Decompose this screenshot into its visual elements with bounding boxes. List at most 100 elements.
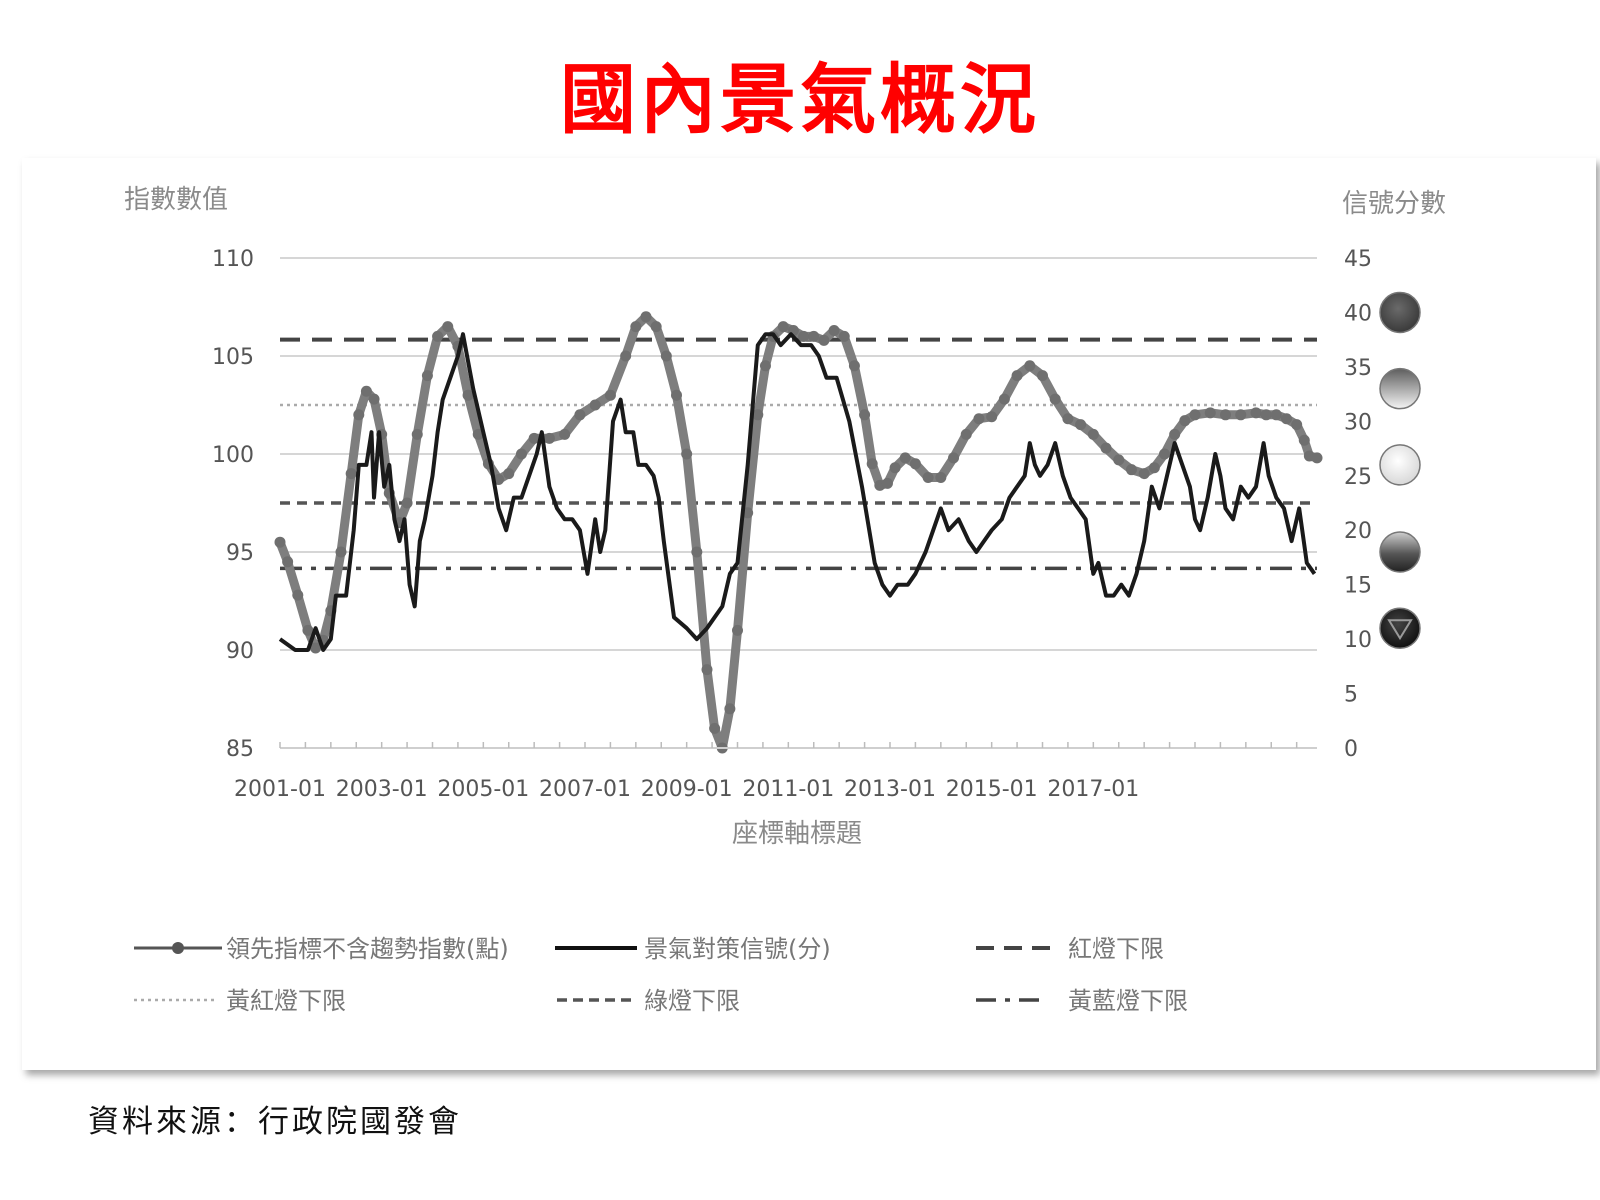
leading-index-marker [1220,409,1231,421]
chart-svg: 1101051009590854540353025201510502001-01… [124,185,1446,1015]
leading-index-marker [935,472,947,484]
leading-index-marker [960,428,972,440]
leading-index-marker [838,330,850,342]
source-note: 資料來源：行政院國發會 [88,1104,462,1140]
leading-index-line [275,312,1322,753]
right-tick-label: 5 [1344,683,1358,708]
right-axis-title: 信號分數 [1342,189,1446,219]
leading-index-marker [660,350,672,362]
leading-index-marker [310,642,322,654]
chart-panel: 110 105 100 95 90 85 45 40 35 30 25 20 15 10 5 0 2001-01… [22,158,1596,1070]
leading-index-marker [1311,452,1323,464]
leading-index-marker [1125,464,1137,476]
leading-index-marker [777,321,789,333]
legend-label: 紅燈下限 [1068,935,1164,963]
leading-index-marker [1100,442,1112,454]
signal-light-icon [1379,607,1421,649]
leading-index-marker [368,393,380,405]
right-tick-label: 30 [1344,410,1372,435]
leading-index-marker [808,330,820,342]
leading-index-marker [1169,428,1181,440]
triangle-icon [1387,619,1413,641]
leading-index-marker [1189,409,1201,421]
right-tick-label: 25 [1344,465,1372,490]
leading-index-marker [503,468,515,480]
leading-index-marker [1281,413,1292,425]
left-tick-label: 90 [226,639,254,664]
left-tick-label: 100 [212,443,254,468]
signal-light-icon [1379,367,1421,410]
signal-light-icon [1379,291,1421,334]
leading-index-marker [848,360,860,372]
leading-index-marker [292,589,304,601]
leading-index-marker [948,452,960,464]
leading-index-marker [432,330,444,342]
x-tick-label: 2011-01 [742,777,834,802]
leading-index-marker [640,311,652,323]
leading-index-marker [1148,462,1160,474]
leading-index-marker [1159,448,1170,460]
leading-index-marker [421,370,433,382]
series-layer [274,311,1323,754]
x-tick-label: 2015-01 [946,777,1038,802]
leading-index-marker [732,624,743,636]
leading-index-marker [620,350,632,362]
leading-index-marker [859,409,871,421]
x-tick-label: 2009-01 [641,777,733,802]
leading-index-marker [274,536,286,548]
leading-index-marker [1024,360,1036,372]
signal-lights-layer [1379,291,1421,649]
leading-index-marker [543,432,555,444]
leading-index-marker [574,409,586,421]
right-tick-label: 20 [1344,519,1372,544]
x-tick-label: 2003-01 [336,777,428,802]
left-tick-label: 95 [226,541,254,566]
leading-index-marker [973,413,985,425]
leading-index-marker [302,624,314,636]
leading-index-marker [818,334,830,346]
grid-layer [280,257,1317,651]
leading-index-marker [828,325,840,337]
x-tick-label: 2001-01 [234,777,326,802]
leading-index-marker [691,546,703,558]
leading-index-marker [1037,370,1048,382]
leading-index-marker [798,330,810,342]
leading-index-marker [515,448,527,460]
left-tick-label: 85 [226,737,254,762]
leading-index-marker [681,448,693,460]
axis-layer: 1101051009590854540353025201510502001-01… [212,247,1372,802]
leading-index-marker [889,462,901,474]
legend-label: 領先指標不含趨勢指數(點) [226,935,509,963]
right-tick-label: 10 [1344,628,1372,653]
leading-index-marker [998,393,1010,405]
leading-index-marker [650,321,662,333]
x-tick-label: 2007-01 [539,777,631,802]
leading-index-marker [899,452,911,464]
right-tick-label: 45 [1344,247,1372,272]
leading-index-marker [1113,454,1125,466]
legend-label: 綠燈下限 [644,987,740,1015]
x-tick-label: 2005-01 [437,777,529,802]
leading-index-marker [604,389,616,401]
legend-label: 黃紅燈下限 [226,987,346,1015]
right-tick-label: 35 [1344,356,1372,381]
left-axis-title: 指數數值 [124,185,228,215]
leading-index-marker [866,458,878,470]
leading-index-marker [1179,415,1191,427]
leading-index-marker [1087,428,1099,440]
leading-index-marker [922,472,934,484]
legend-label: 黃藍燈下限 [1068,987,1188,1015]
leading-index-marker [1204,407,1216,419]
leading-index-marker [1260,409,1272,421]
x-tick-label: 2013-01 [844,777,936,802]
leading-index-marker [401,497,413,509]
right-tick-label: 15 [1344,574,1372,599]
leading-index-marker [462,389,474,401]
leading-index-marker [345,468,357,480]
leading-index-marker [472,428,484,440]
leading-index-marker [909,458,921,470]
leading-index-marker [630,321,642,333]
leading-index-marker [411,428,423,440]
leading-index-marker [360,385,372,397]
leading-index-marker [353,409,365,421]
